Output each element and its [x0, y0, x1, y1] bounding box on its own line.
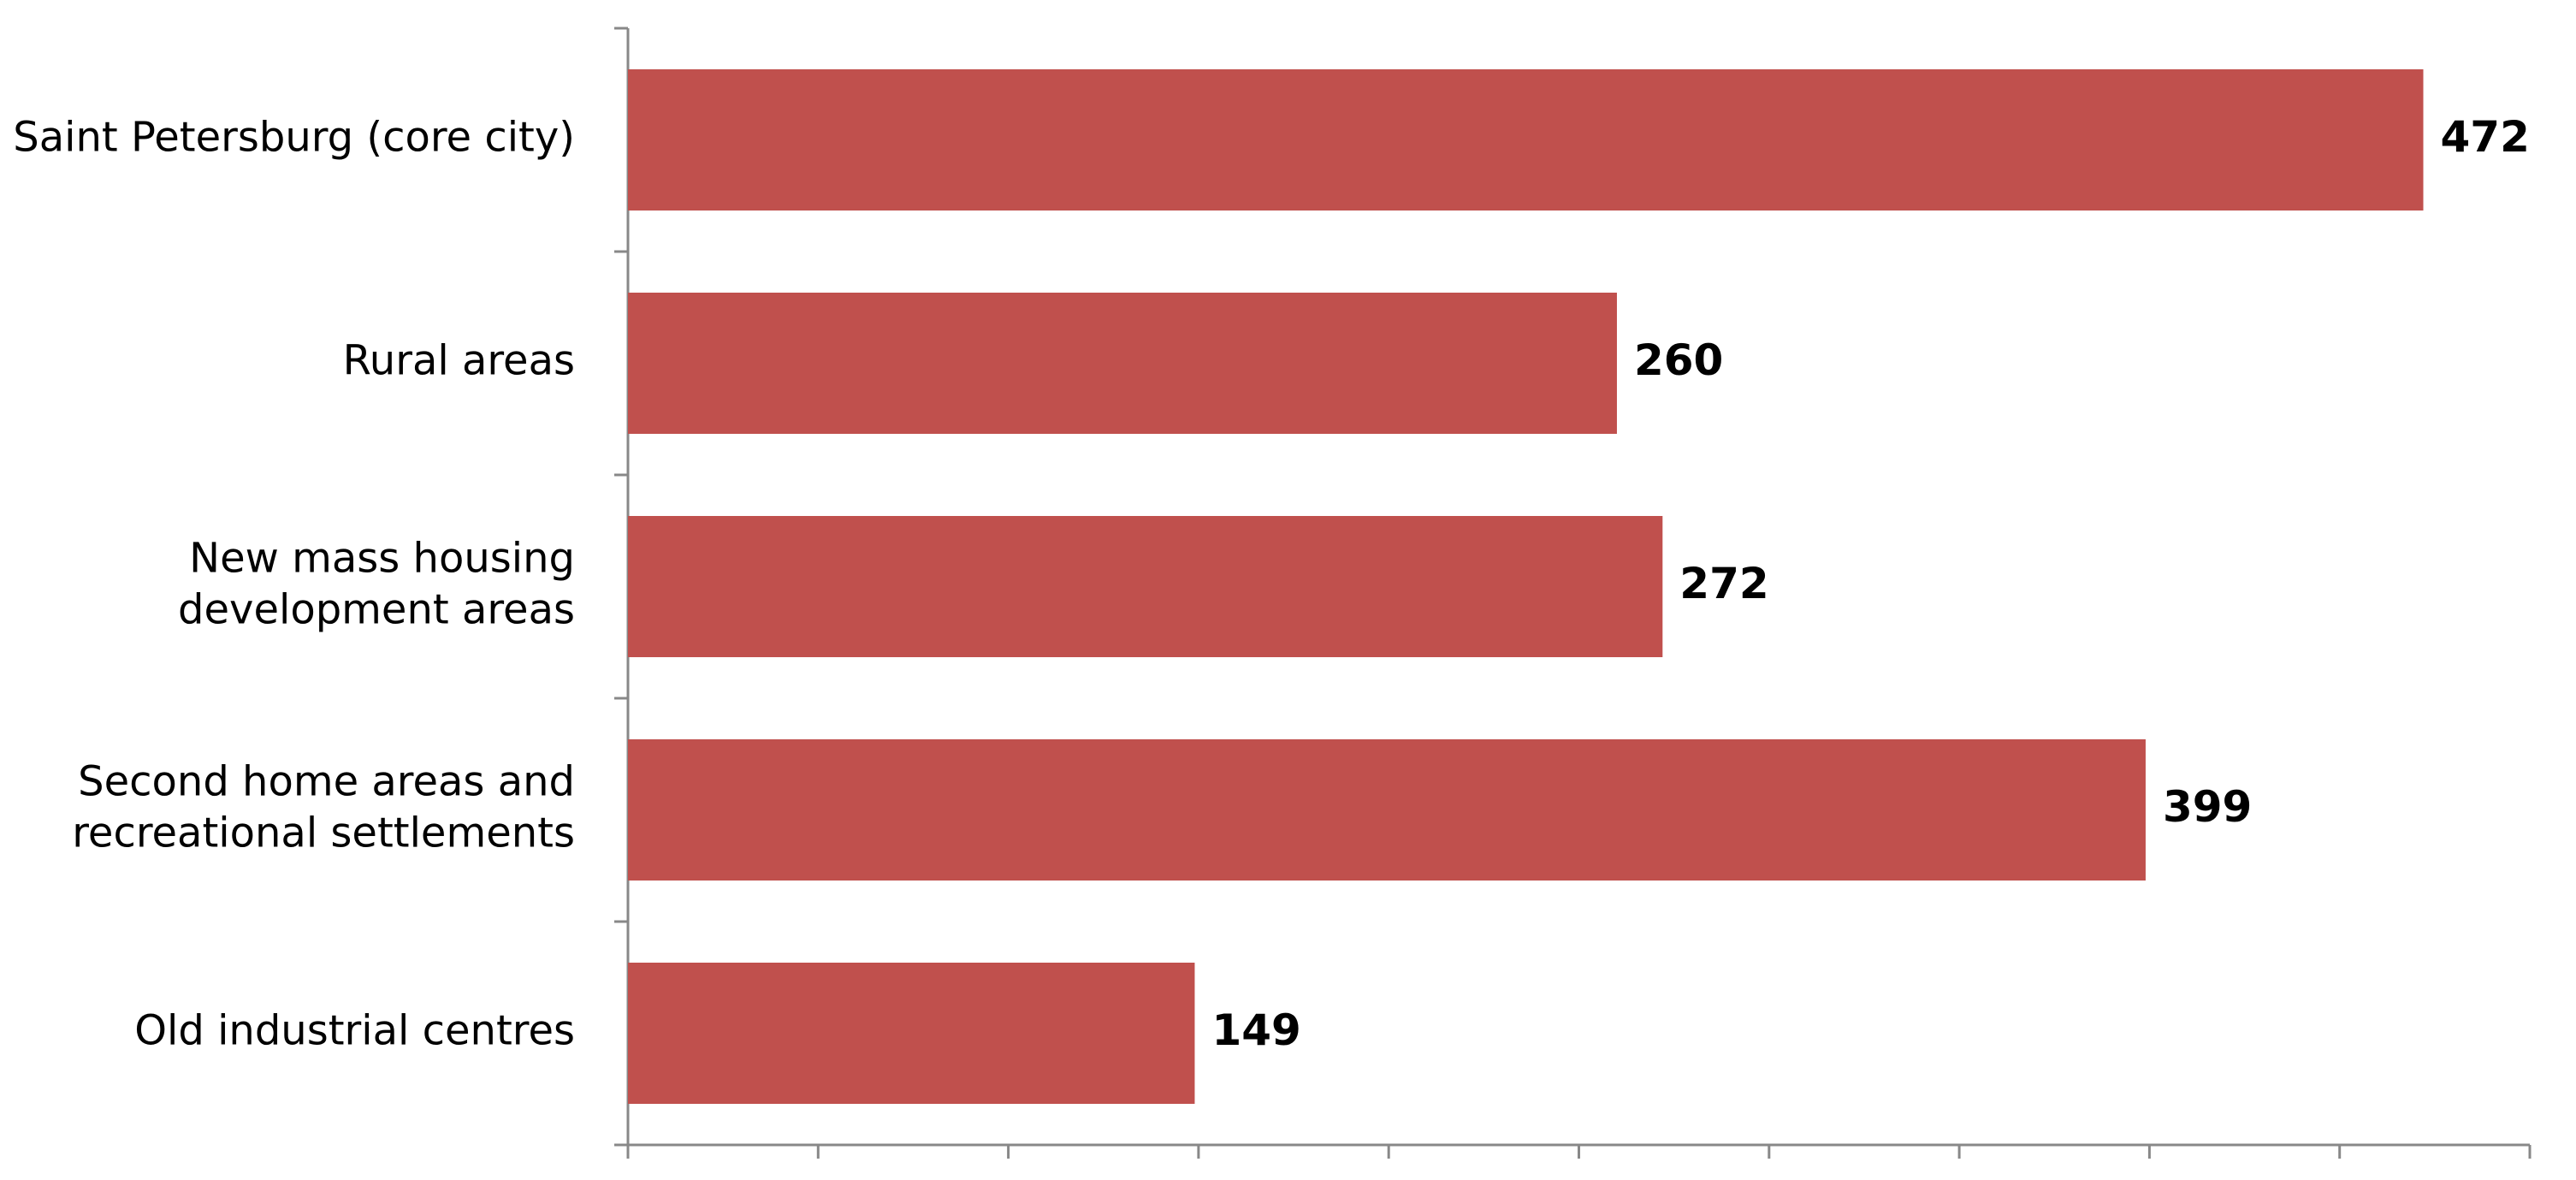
value-label: 149	[1211, 1005, 1300, 1055]
category-label: Rural areas	[343, 337, 575, 385]
value-label: 399	[2163, 782, 2252, 832]
bar	[628, 963, 1195, 1104]
value-label: 472	[2441, 112, 2530, 162]
category-line: Saint Petersburg (core city)	[13, 114, 575, 162]
category-line: Rural areas	[343, 337, 575, 385]
value-label: 272	[1679, 559, 1768, 608]
category-line: New mass housing	[189, 535, 575, 583]
bar	[628, 69, 2424, 211]
value-label: 260	[1634, 335, 1723, 385]
category-line: recreational settlements	[72, 809, 575, 857]
category-label: New mass housing development areas	[178, 535, 575, 634]
bar	[628, 739, 2146, 881]
category-line: Second home areas and	[78, 758, 575, 806]
bar	[628, 293, 1617, 434]
category-label: Old industrial centres	[134, 1007, 575, 1055]
category-label: Saint Petersburg (core city)	[13, 114, 575, 162]
category-line: Old industrial centres	[134, 1007, 575, 1055]
category-line: development areas	[178, 586, 575, 634]
bar	[628, 516, 1663, 657]
category-label: Second home areas and recreational settle…	[72, 758, 575, 857]
